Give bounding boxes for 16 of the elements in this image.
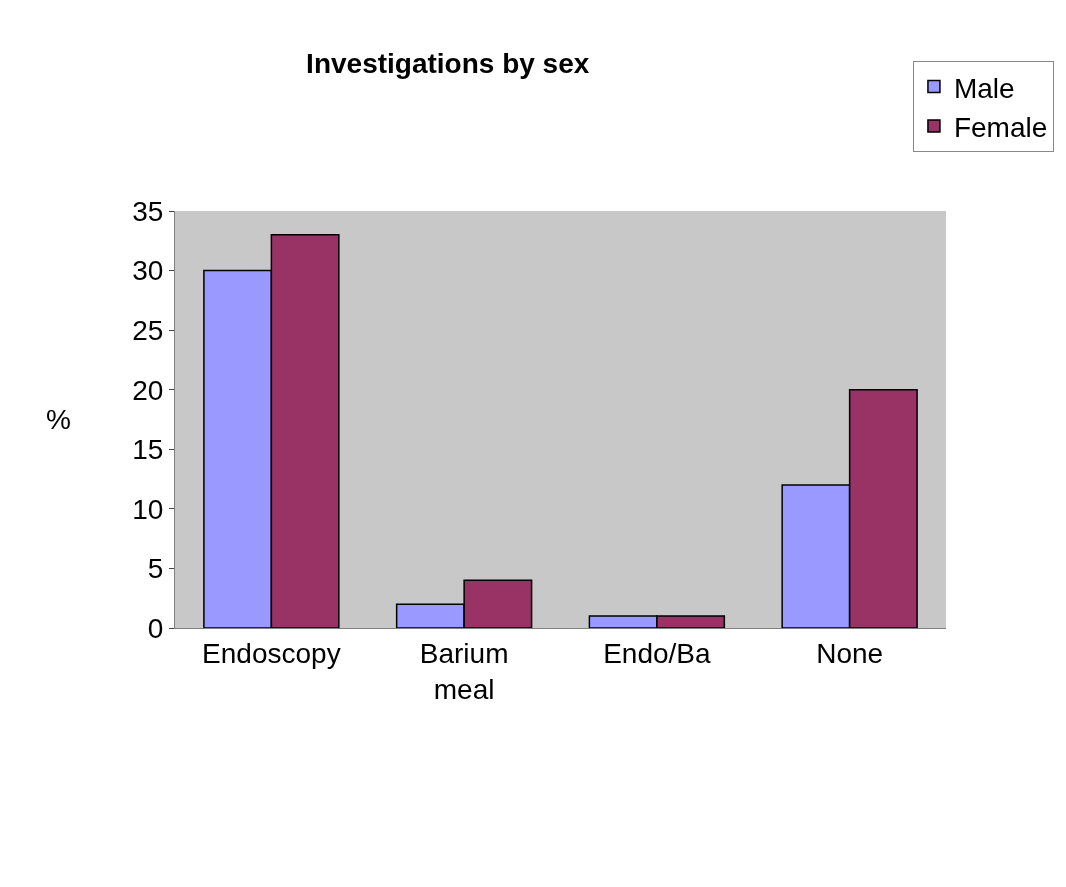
y-tick-label: 0 [147, 612, 164, 644]
chart-title: Investigations by sex [306, 47, 590, 79]
y-tick-label: 15 [132, 434, 164, 466]
y-tick-label: 35 [132, 195, 164, 227]
y-tick-label: 30 [132, 255, 164, 287]
y-tick-label: 10 [132, 493, 164, 525]
legend-label: Male [953, 72, 1015, 104]
legend-label: Female [953, 111, 1048, 143]
x-tick-label: None [816, 637, 884, 669]
x-tick-label: Endoscopy [202, 637, 341, 669]
y-tick-label: 5 [147, 553, 164, 585]
x-tick-label: Barium meal [419, 637, 509, 705]
x-tick-label: Endo/Ba [603, 637, 712, 669]
y-axis-title: % [46, 404, 71, 435]
y-tick-label: 25 [132, 314, 164, 346]
y-tick-label: 20 [132, 374, 164, 406]
